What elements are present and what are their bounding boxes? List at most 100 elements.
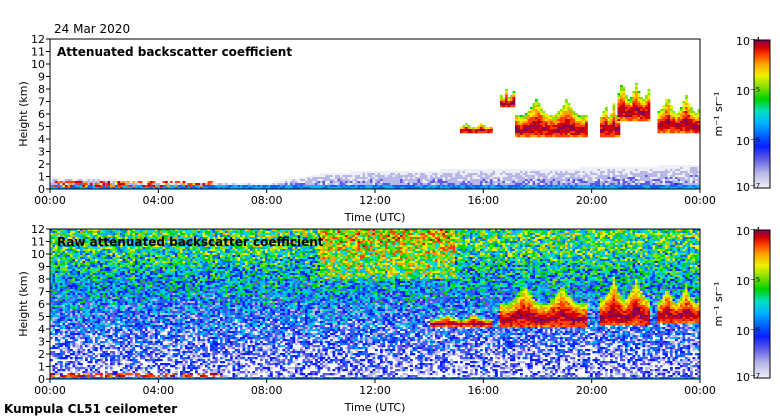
heatmap-cell: [252, 239, 256, 242]
heatmap-cell: [327, 177, 331, 180]
heatmap-cell: [657, 127, 661, 130]
heatmap-cell: [490, 171, 493, 174]
heatmap-cell: [80, 235, 83, 238]
heatmap-cell: [557, 133, 561, 136]
heatmap-cell: [527, 171, 531, 174]
heatmap-cell: [652, 235, 656, 238]
heatmap-image: [50, 83, 701, 190]
heatmap-cell: [455, 183, 458, 186]
heatmap-cell: [617, 135, 621, 138]
heatmap-cell: [195, 187, 198, 190]
heatmap-cell: [642, 175, 646, 178]
heatmap-cell: [370, 173, 373, 176]
heatmap-cell: [577, 117, 581, 120]
heatmap-cell: [230, 231, 233, 234]
heatmap-cell: [557, 113, 561, 116]
heatmap-cell: [485, 177, 488, 180]
heatmap-cell: [167, 237, 171, 240]
heatmap-cell: [420, 173, 423, 176]
heatmap-cell: [82, 231, 86, 234]
heatmap-cell: [682, 129, 686, 132]
heatmap-cell: [372, 175, 376, 178]
heatmap-cell: [140, 239, 143, 242]
heatmap-cell: [132, 181, 136, 184]
heatmap-cell: [592, 181, 596, 184]
heatmap-cell: [122, 241, 126, 244]
heatmap-cell: [627, 241, 631, 244]
heatmap-cell: [375, 177, 378, 180]
heatmap-cell: [157, 231, 161, 234]
heatmap-cell: [367, 181, 371, 184]
heatmap-cell: [582, 233, 586, 236]
heatmap-cell: [55, 185, 58, 188]
heatmap-cell: [662, 175, 666, 178]
heatmap-cell: [520, 125, 523, 128]
heatmap-cell: [362, 181, 366, 184]
heatmap-cell: [310, 187, 313, 190]
heatmap-cell: [325, 239, 328, 242]
heatmap-cell: [590, 187, 593, 190]
heatmap-cell: [642, 103, 646, 106]
heatmap-cell: [640, 229, 643, 232]
heatmap-cell: [562, 231, 566, 234]
heatmap-cell: [172, 241, 176, 244]
heatmap-cell: [545, 113, 548, 116]
heatmap-cell: [487, 237, 491, 240]
heatmap-cell: [50, 179, 53, 182]
heatmap-cell: [630, 229, 633, 232]
heatmap-cell: [520, 237, 523, 240]
heatmap-cell: [430, 171, 433, 174]
heatmap-cell: [95, 235, 98, 238]
heatmap-cell: [680, 169, 683, 172]
heatmap-cell: [605, 129, 608, 132]
heatmap-cell: [685, 99, 688, 102]
heatmap-cell: [272, 237, 276, 240]
heatmap-cell: [470, 185, 473, 188]
heatmap-cell: [687, 181, 691, 184]
heatmap-cell: [627, 101, 631, 104]
heatmap-cell: [630, 181, 633, 184]
heatmap-cell: [555, 135, 558, 138]
heatmap-cell: [467, 169, 471, 172]
heatmap-cell: [620, 187, 623, 190]
heatmap-cell: [255, 235, 258, 238]
heatmap-cell: [657, 123, 661, 126]
heatmap-cell: [410, 241, 413, 244]
heatmap-cell: [447, 185, 451, 188]
heatmap-cell: [587, 187, 591, 190]
heatmap-cell: [137, 241, 141, 244]
heatmap-cell: [625, 179, 628, 182]
heatmap-cell: [490, 131, 493, 134]
heatmap-cell: [667, 101, 671, 104]
heatmap-cell: [627, 173, 631, 176]
heatmap-cell: [172, 233, 176, 236]
heatmap-cell: [360, 175, 363, 178]
heatmap-cell: [577, 187, 581, 190]
heatmap-cell: [350, 235, 353, 238]
heatmap-cell: [125, 185, 128, 188]
heatmap-cell: [250, 231, 253, 234]
heatmap-cell: [632, 187, 636, 190]
heatmap-cell: [302, 229, 306, 232]
heatmap-cell: [130, 187, 133, 190]
heatmap-cell: [292, 185, 296, 188]
heatmap-cell: [400, 181, 403, 184]
heatmap-cell: [637, 171, 641, 174]
heatmap-cell: [135, 183, 138, 186]
heatmap-cell: [420, 231, 423, 234]
heatmap-cell: [160, 237, 163, 240]
heatmap-cell: [567, 187, 571, 190]
heatmap-cell: [615, 239, 618, 242]
heatmap-cell: [670, 119, 673, 122]
heatmap-cell: [685, 125, 688, 128]
heatmap-cell: [110, 237, 113, 240]
heatmap-cell: [637, 233, 641, 236]
heatmap-cell: [667, 127, 671, 130]
heatmap-cell: [635, 187, 638, 190]
heatmap-cell: [205, 243, 208, 246]
heatmap-cell: [332, 185, 336, 188]
heatmap-cell: [577, 241, 581, 244]
heatmap-cell: [407, 231, 411, 234]
heatmap-cell: [117, 231, 121, 234]
heatmap-cell: [102, 235, 106, 238]
